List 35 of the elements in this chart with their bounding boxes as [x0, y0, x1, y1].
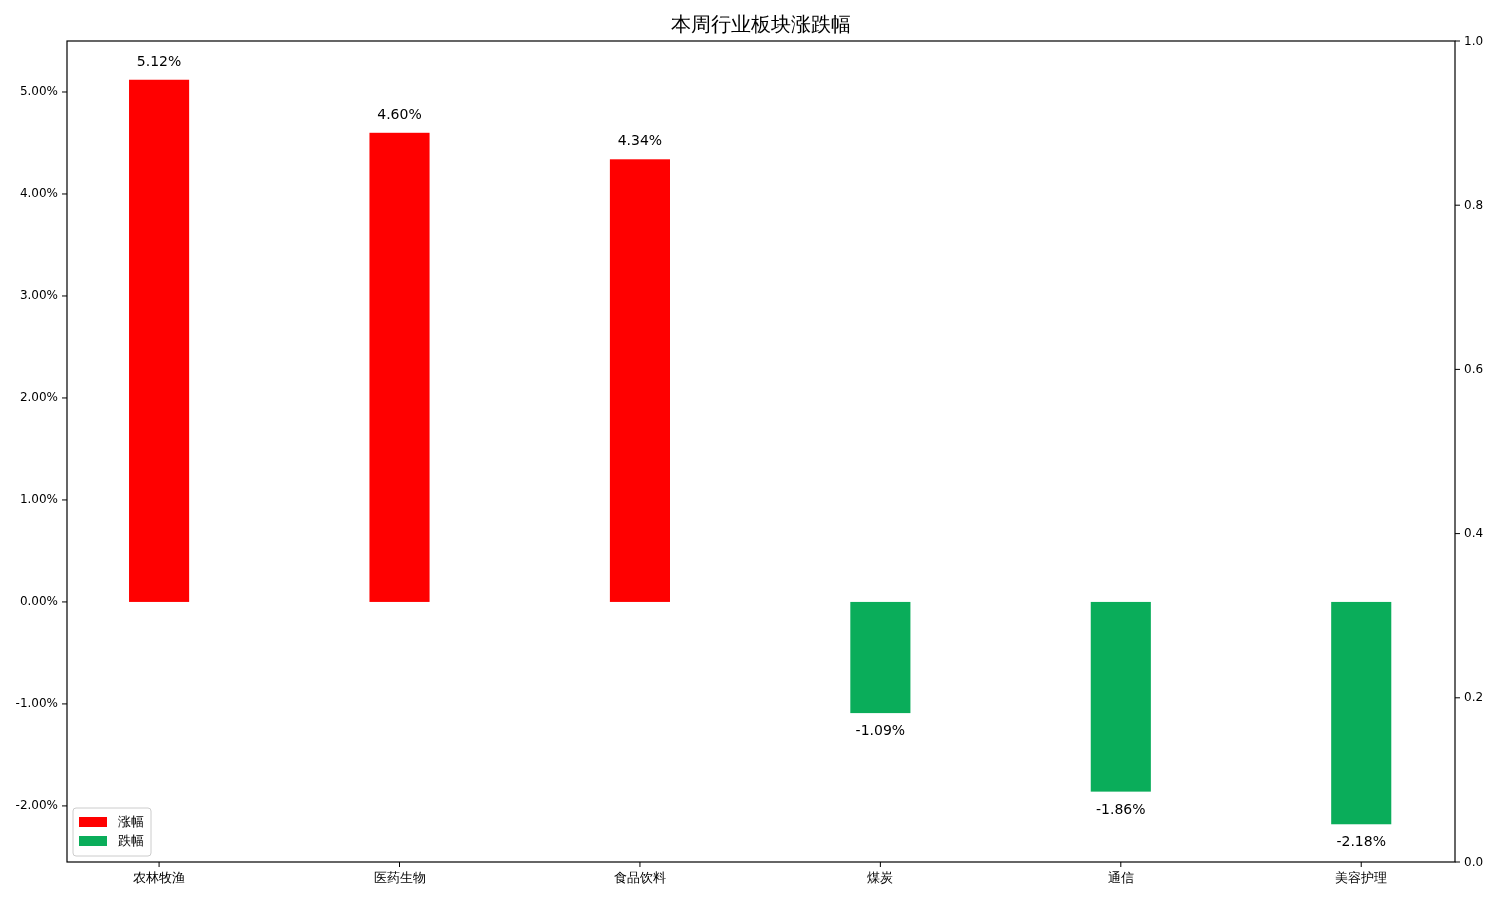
y-tick-label: -2.00% — [15, 798, 58, 813]
y-tick-label: 1.00% — [19, 492, 58, 507]
y-tick-label: 0.00% — [19, 594, 58, 609]
y2-tick-label: 0.8 — [1464, 197, 1484, 212]
x-tick-label: 通信 — [1107, 869, 1134, 885]
data-label: 4.34% — [617, 132, 663, 149]
x-tick-label: 美容护理 — [1335, 869, 1388, 885]
data-label: -1.09% — [855, 722, 906, 739]
bar — [850, 601, 911, 714]
y-tick-label: 3.00% — [19, 288, 58, 303]
bar — [609, 159, 670, 602]
y2-tick-label: 0.6 — [1464, 361, 1484, 376]
legend-label: 跌幅 — [118, 832, 144, 848]
legend-label: 涨幅 — [118, 813, 144, 829]
bar — [1090, 601, 1151, 792]
y2-tick-label: 0.4 — [1464, 526, 1484, 541]
y2-tick-label: 0.0 — [1464, 854, 1484, 869]
bar — [129, 79, 190, 602]
y2-tick-label: 0.2 — [1464, 690, 1484, 705]
y2-tick-label: 1.0 — [1464, 33, 1484, 48]
x-tick-label: 食品饮料 — [613, 869, 666, 885]
x-tick-label: 煤炭 — [867, 869, 894, 885]
data-label: -1.86% — [1096, 800, 1146, 817]
y-tick-label: 5.00% — [19, 84, 58, 99]
bar — [1331, 601, 1392, 825]
x-tick-label: 医药生物 — [373, 869, 426, 885]
y-tick-label: 4.00% — [19, 186, 58, 201]
data-label: -2.18% — [1336, 833, 1386, 850]
y-tick-label: 2.00% — [19, 390, 58, 405]
bar — [369, 132, 430, 602]
data-label: 5.12% — [136, 52, 182, 69]
data-label: 4.60% — [377, 105, 422, 122]
chart-title: 本周行业板块涨跌幅 — [671, 11, 851, 36]
y-tick-label: -1.00% — [15, 696, 58, 711]
x-tick-label: 农林牧渔 — [133, 869, 186, 885]
